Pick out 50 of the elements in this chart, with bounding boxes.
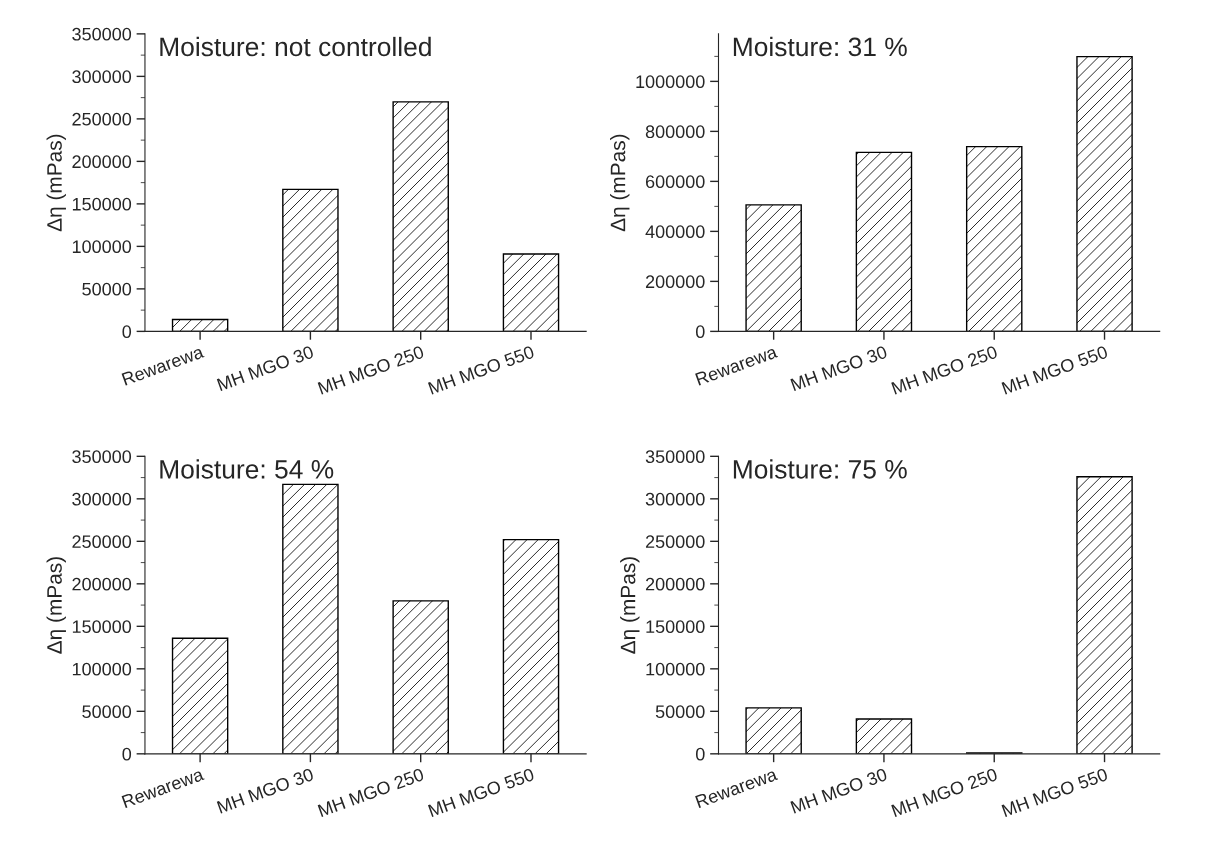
y-tick-label: 200000: [72, 155, 132, 169]
x-tick-label: MH MGO 250: [317, 345, 425, 395]
y-tick-label: 200000: [72, 577, 132, 591]
y-tick-label: 1000000: [636, 75, 705, 89]
y-tick-label: 300000: [72, 492, 132, 506]
chart-title: Moisture: not controlled: [160, 36, 431, 57]
y-axis-title: Δη (mPas): [46, 134, 66, 232]
x-tick-label: MH MGO 550: [427, 345, 535, 395]
y-tick-label: 100000: [72, 240, 132, 254]
y-tick-label: 150000: [72, 197, 132, 211]
y-tick-label: 150000: [72, 620, 132, 634]
y-tick-label: 300000: [645, 492, 705, 506]
y-tick-label: 50000: [82, 705, 132, 719]
y-tick-label: 0: [122, 747, 132, 761]
y-tick-label: 600000: [645, 175, 705, 189]
y-tick-label: 350000: [645, 450, 705, 464]
x-tick-label: MH MGO 550: [1001, 345, 1109, 395]
y-tick-label: 0: [695, 747, 705, 761]
y-tick-label: 250000: [645, 535, 705, 549]
x-tick-label: MH MGO 30: [790, 767, 888, 814]
y-tick-label: 250000: [72, 112, 132, 126]
x-tick-label: MH MGO 30: [790, 345, 888, 392]
y-tick-label: 50000: [655, 705, 705, 719]
y-tick-label: 100000: [646, 662, 705, 676]
y-tick-label: 0: [695, 325, 705, 339]
y-axis-title: Δη (mPas): [610, 134, 630, 232]
chart-title: Moisture: 54 %: [160, 459, 334, 479]
y-axis-title: Δη (mPas): [620, 557, 640, 654]
y-tick-label: 800000: [645, 125, 705, 139]
y-tick-label: 350000: [72, 27, 132, 41]
y-tick-label: 100000: [72, 662, 132, 676]
y-tick-label: 250000: [72, 535, 132, 549]
y-tick-label: 200000: [645, 275, 705, 289]
y-tick-label: 50000: [82, 282, 132, 296]
y-tick-label: 350000: [72, 450, 132, 464]
chart-title: Moisture: 31 %: [733, 36, 907, 57]
x-tick-label: MH MGO 550: [427, 767, 535, 818]
x-tick-label: MH MGO 30: [216, 345, 315, 392]
x-tick-label: MH MGO 550: [1001, 767, 1109, 818]
x-tick-label: MH MGO 250: [891, 767, 999, 818]
y-tick-label: 150000: [646, 620, 705, 634]
chart-title: Moisture: 75 %: [733, 459, 907, 479]
y-tick-label: 300000: [72, 70, 132, 84]
x-tick-label: MH MGO 250: [317, 767, 425, 818]
x-tick-label: MH MGO 250: [891, 345, 999, 395]
x-tick-label: MH MGO 30: [216, 767, 315, 814]
y-tick-label: 200000: [645, 577, 705, 591]
y-tick-label: 0: [122, 325, 132, 339]
y-tick-label: 400000: [645, 225, 705, 239]
y-axis-title: Δη (mPas): [46, 557, 66, 654]
